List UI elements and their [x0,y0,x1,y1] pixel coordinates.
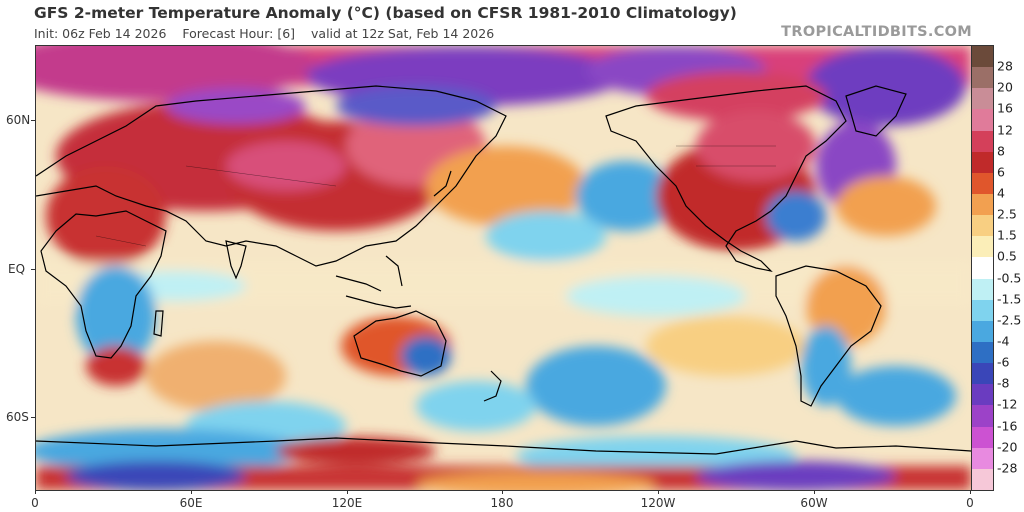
colorbar-swatch [972,88,993,110]
valid-time: valid at 12z Sat, Feb 14 2026 [311,26,495,41]
colorbar-label: -20 [997,439,1018,455]
lon-label-180: 180 [490,496,514,510]
colorbar-swatch [972,172,993,194]
colorbar-label: -16 [997,418,1018,434]
lon-tick-60w [814,490,815,494]
colorbar-label: -4 [997,333,1010,349]
colorbar-label: -6 [997,354,1010,370]
colorbar-label: -12 [997,396,1018,412]
lat-label-eq: EQ [8,262,26,276]
colorbar-swatch [972,447,993,469]
colorbar-label: 2.5 [997,206,1017,222]
lon-label-0-right: 0 [966,496,974,510]
border-lines [95,145,776,247]
lon-tick-180 [502,490,503,494]
colorbar-swatch [972,426,993,448]
colorbar [971,45,994,491]
map-subtitle: Init: 06z Feb 14 2026 Forecast Hour: [6]… [34,26,506,41]
lon-tick-120w [658,490,659,494]
lon-label-60e: 60E [179,496,203,510]
lon-tick-120e [347,490,348,494]
anomaly-field [36,46,971,490]
colorbar-swatch [972,193,993,216]
lon-label-0-left: 0 [31,496,39,510]
colorbar-label: -28 [997,460,1018,476]
lon-tick-0-left [35,490,36,494]
lon-label-120w: 120W [640,496,676,510]
colorbar-swatch [972,257,993,279]
colorbar-label: 4 [997,185,1005,201]
lon-tick-0-right [970,490,971,494]
colorbar-label: 1.5 [997,227,1017,243]
forecast-hour: Forecast Hour: [6] [182,26,296,41]
colorbar-swatch [972,405,993,427]
anomaly-map [35,45,972,491]
colorbar-swatch [972,278,993,300]
lon-label-60w: 60W [800,496,828,510]
colorbar-label: -8 [997,375,1010,391]
lon-tick-60e [191,490,192,494]
lat-tick-eq [31,269,35,270]
site-watermark: TROPICALTIDBITS.COM [781,24,972,40]
colorbar-swatch [972,320,993,342]
colorbar-swatch [972,384,993,406]
colorbar-swatch [972,341,993,364]
colorbar-swatch [972,236,993,258]
lat-tick-60s [31,417,35,418]
colorbar-swatch [972,468,993,490]
lat-label-60s: 60S [6,410,29,424]
colorbar-swatch [972,299,993,321]
colorbar-label: -0.5 [997,270,1022,286]
lat-label-60n: 60N [6,113,31,127]
colorbar-label: 12 [997,122,1013,138]
colorbar-label: 0.5 [997,248,1017,264]
colorbar-swatch [972,109,993,131]
init-time: Init: 06z Feb 14 2026 [34,26,167,41]
colorbar-swatch [972,46,993,68]
map-canvas [36,46,971,490]
colorbar-swatch [972,215,993,237]
lon-label-120e: 120E [331,496,363,510]
colorbar-label: 28 [997,58,1013,74]
colorbar-label: 6 [997,164,1005,180]
colorbar-swatch [972,363,993,385]
colorbar-swatch [972,130,993,152]
colorbar-label: -1.5 [997,291,1022,307]
lat-tick-60n [31,120,35,121]
colorbar-label: 20 [997,79,1013,95]
map-title: GFS 2-meter Temperature Anomaly (°C) (ba… [34,4,737,22]
colorbar-label: 16 [997,100,1013,116]
colorbar-label: -2.5 [997,312,1022,328]
land-outlines [36,85,971,455]
colorbar-swatch [972,151,993,173]
colorbar-label: 8 [997,143,1005,159]
colorbar-swatch [972,67,993,89]
